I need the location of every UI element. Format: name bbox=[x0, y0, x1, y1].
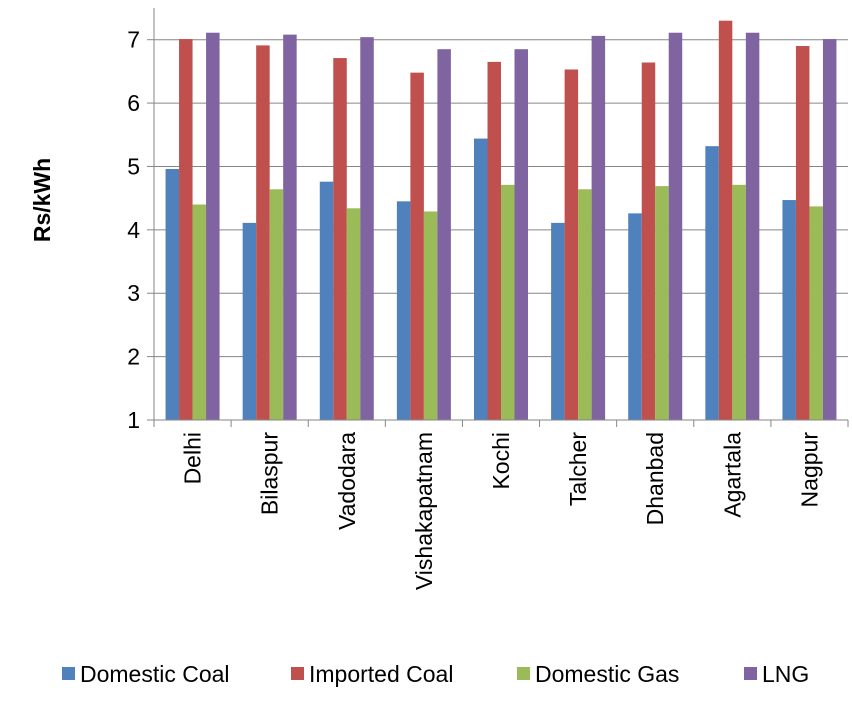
bar-domestic-coal bbox=[396, 201, 411, 420]
bar-domestic-gas bbox=[655, 186, 669, 420]
y-axis-title: Rs/kWh bbox=[29, 158, 55, 242]
bar-imported-coal bbox=[256, 45, 270, 421]
bar-domestic-coal bbox=[319, 181, 334, 420]
bar-imported-coal bbox=[333, 58, 347, 420]
bar-imported-coal bbox=[641, 62, 656, 420]
y-tick-label: 5 bbox=[127, 153, 140, 179]
legend-swatch-imported-coal bbox=[291, 667, 304, 680]
x-tick-label: Delhi bbox=[180, 432, 206, 484]
bar-imported-coal bbox=[487, 61, 501, 420]
y-tick-label: 3 bbox=[127, 280, 140, 306]
bar-imported-coal bbox=[410, 72, 424, 420]
bar-domestic-gas bbox=[732, 184, 746, 420]
x-tick-label: Nagpur bbox=[796, 432, 822, 508]
legend: Domestic Coal Imported Coal Domestic Gas LN… bbox=[62, 661, 809, 687]
x-tick-label: Bilaspur bbox=[257, 432, 283, 515]
bar-domestic-gas bbox=[192, 204, 207, 420]
bar-domestic-coal bbox=[705, 146, 719, 420]
bar-lng bbox=[283, 34, 297, 420]
bar-domestic-coal bbox=[165, 168, 180, 420]
x-tick-label: Talcher bbox=[565, 432, 591, 506]
bar-imported-coal bbox=[718, 20, 733, 421]
bar-domestic-coal bbox=[242, 222, 257, 420]
bar-lng bbox=[668, 32, 683, 420]
bar-domestic-gas bbox=[269, 189, 284, 420]
y-tick-label: 6 bbox=[127, 90, 140, 116]
bar-imported-coal bbox=[564, 69, 579, 420]
legend-swatch-lng bbox=[744, 667, 757, 680]
legend-label: LNG bbox=[762, 661, 809, 687]
x-tick-label: Kochi bbox=[488, 432, 514, 490]
bar-imported-coal bbox=[179, 39, 193, 420]
bar-domestic-gas bbox=[501, 184, 515, 420]
bar-domestic-gas bbox=[578, 189, 592, 420]
y-tick-label: 2 bbox=[127, 344, 140, 370]
bar-lng bbox=[206, 32, 220, 420]
x-tick-label: Vishakapatnam bbox=[411, 432, 437, 590]
x-tick-label: Vadodara bbox=[334, 432, 360, 530]
bar-lng bbox=[514, 49, 528, 420]
bar-lng bbox=[822, 39, 837, 420]
legend-label: Domestic Gas bbox=[535, 661, 679, 687]
x-tick-label: Dhanbad bbox=[642, 432, 668, 525]
tick-labels: 1 2 3 4 5 6 7 Delhi Bilaspur Vadodara Vishakapatna… bbox=[127, 27, 822, 590]
legend-swatch-domestic-gas bbox=[517, 667, 530, 680]
bar-lng bbox=[591, 35, 606, 421]
bar-imported-coal bbox=[795, 46, 810, 421]
bars bbox=[165, 20, 837, 421]
bar-domestic-coal bbox=[782, 200, 796, 420]
y-tick-label: 1 bbox=[127, 407, 140, 433]
axes bbox=[147, 8, 849, 427]
legend-label: Imported Coal bbox=[309, 661, 453, 687]
bar-lng bbox=[745, 32, 760, 420]
y-tick-label: 4 bbox=[127, 217, 140, 243]
bar-domestic-coal bbox=[628, 213, 642, 420]
legend-swatch-domestic-coal bbox=[62, 667, 75, 680]
bar-domestic-coal bbox=[474, 138, 488, 420]
x-tick-label: Agartala bbox=[719, 432, 745, 518]
bar-domestic-gas bbox=[423, 211, 438, 420]
y-tick-label: 7 bbox=[127, 27, 140, 53]
bar-lng bbox=[360, 37, 374, 420]
bar-domestic-coal bbox=[551, 222, 565, 420]
legend-label: Domestic Coal bbox=[80, 661, 230, 687]
bar-domestic-gas bbox=[809, 206, 823, 420]
bar-lng bbox=[437, 49, 451, 420]
bar-domestic-gas bbox=[346, 208, 361, 420]
